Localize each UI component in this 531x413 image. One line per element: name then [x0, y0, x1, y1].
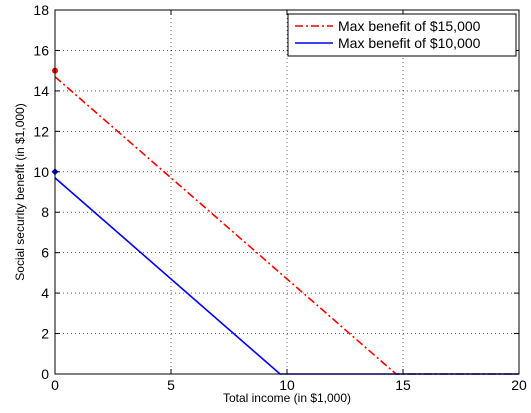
x-tick-label: 20	[511, 377, 527, 393]
grid-lines	[55, 10, 519, 374]
y-tick-label: 10	[33, 164, 49, 180]
y-tick-label: 14	[33, 83, 49, 99]
legend-box	[287, 13, 517, 57]
x-axis-label: Total income (in $1,000)	[223, 391, 351, 405]
plot-background	[55, 10, 519, 374]
y-tick-label: 4	[41, 285, 49, 301]
axis-ticks: 0 5 10 15 20 0 2 4 6 8 10 12 14 16 18	[33, 2, 527, 393]
legend-label-1: Max benefit of $15,000	[338, 18, 481, 34]
x-tick-label: 10	[279, 377, 295, 393]
y-tick-label: 8	[41, 204, 49, 220]
y-tick-label: 16	[33, 42, 49, 58]
x-tick-label: 15	[395, 377, 411, 393]
y-tick-label: 2	[41, 326, 49, 342]
legend-label-2: Max benefit of $10,000	[338, 35, 481, 51]
x-tick-label: 0	[51, 377, 59, 393]
y-tick-label: 6	[41, 245, 49, 261]
y-axis-label: Social security benefit (in $1,000)	[13, 103, 27, 280]
x-tick-label: 5	[167, 377, 175, 393]
y-tick-label: 18	[33, 2, 49, 18]
y-tick-label: 12	[33, 123, 49, 139]
y-tick-label: 0	[41, 366, 49, 382]
